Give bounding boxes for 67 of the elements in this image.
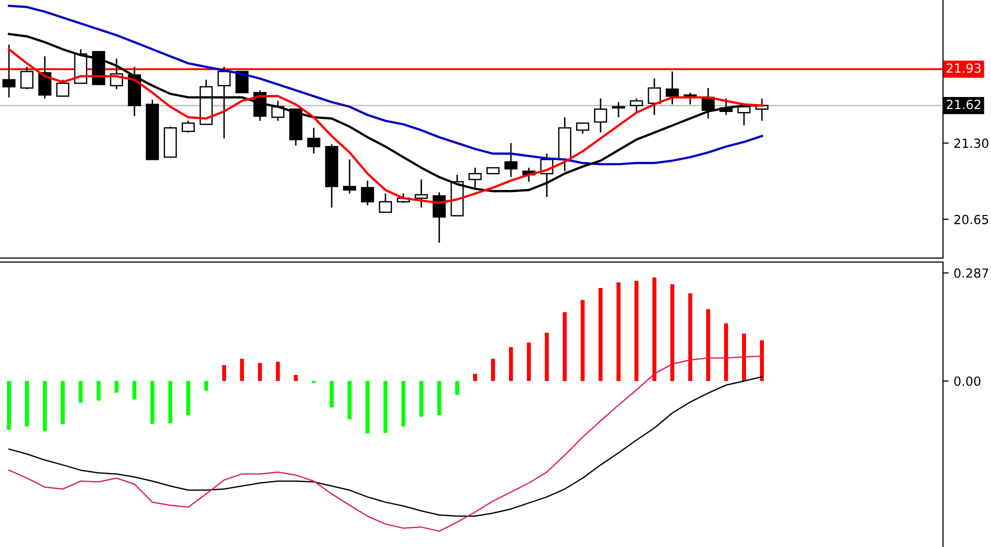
candlestick xyxy=(432,192,446,244)
bar xyxy=(670,284,674,381)
candlestick xyxy=(414,178,428,208)
line-series xyxy=(8,356,763,532)
bar xyxy=(276,362,280,381)
candlestick xyxy=(504,142,518,178)
bar xyxy=(78,380,83,403)
y-tick-label: 0.00 xyxy=(954,376,980,386)
bar xyxy=(222,365,226,381)
candlestick xyxy=(38,56,52,100)
bar xyxy=(652,277,656,381)
bar xyxy=(580,300,585,381)
candlestick xyxy=(666,70,679,106)
bar xyxy=(348,380,352,420)
candlestick xyxy=(20,66,34,90)
bar xyxy=(616,282,620,381)
candlestick xyxy=(343,158,356,194)
bar xyxy=(168,380,172,424)
bar xyxy=(526,342,531,381)
candlestick xyxy=(56,79,70,97)
y-tick-label: 0.287 xyxy=(954,268,988,278)
candlestick xyxy=(218,66,231,140)
candlestick xyxy=(2,44,16,98)
bar xyxy=(240,358,244,381)
candlestick xyxy=(360,180,374,206)
bar xyxy=(419,380,424,417)
candlestick xyxy=(630,98,643,112)
candlestick xyxy=(648,78,661,116)
bar xyxy=(455,380,460,395)
bar xyxy=(132,380,136,400)
bar xyxy=(383,380,388,433)
bar xyxy=(401,380,406,427)
bar xyxy=(598,288,603,381)
bar xyxy=(204,380,208,391)
bar xyxy=(742,334,746,381)
candlestick xyxy=(612,101,626,118)
bar xyxy=(24,380,29,427)
ref-line-label: 21.93 xyxy=(946,63,981,73)
y-tick-label: 20.65 xyxy=(954,214,988,224)
bar xyxy=(508,347,513,381)
bar xyxy=(258,362,262,381)
bar xyxy=(688,293,692,381)
bar xyxy=(6,380,11,430)
bar xyxy=(473,374,478,381)
bar xyxy=(760,340,764,381)
candlestick xyxy=(307,127,320,154)
candlestick xyxy=(182,120,195,134)
ref-line-label: 21.62 xyxy=(946,100,980,110)
bar xyxy=(491,358,495,381)
bar xyxy=(724,323,728,381)
candlestick xyxy=(594,98,608,134)
bar xyxy=(366,380,370,434)
candlestick xyxy=(468,167,482,188)
candlestick xyxy=(378,192,392,213)
bar xyxy=(330,380,334,408)
bar xyxy=(706,309,710,381)
bar xyxy=(544,332,549,381)
bar xyxy=(294,374,298,381)
candlestick xyxy=(576,122,590,134)
bar xyxy=(150,380,154,424)
y-tick-label: 21.30 xyxy=(954,138,988,148)
bar xyxy=(42,380,47,432)
bar xyxy=(114,380,118,393)
candlestick xyxy=(235,70,249,94)
bar xyxy=(634,280,638,381)
bar xyxy=(96,380,101,401)
line-series xyxy=(8,376,763,517)
